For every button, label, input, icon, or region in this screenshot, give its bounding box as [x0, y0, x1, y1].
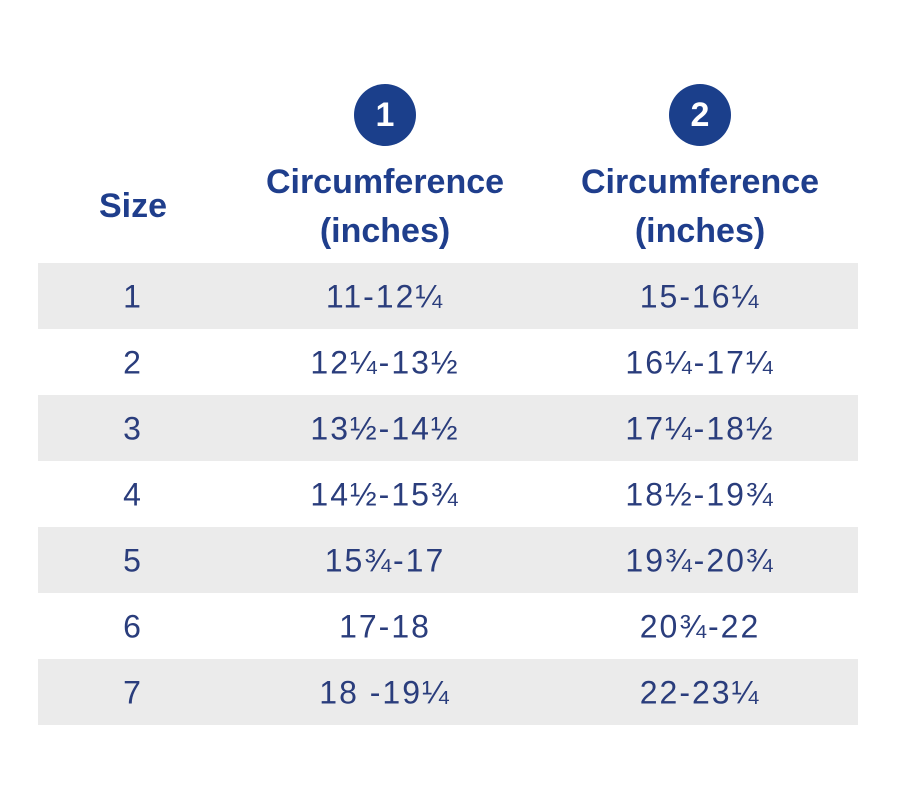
circumference-cell: 18½-19¾ — [625, 476, 775, 513]
table-row — [38, 395, 858, 461]
circumference-cell: 22-23¼ — [639, 674, 761, 711]
circumference-cell: 17¼-18½ — [625, 410, 775, 447]
circumference-cell: 20¾-22 — [639, 608, 761, 645]
circumference-cell: 17-18 — [339, 608, 431, 645]
size-cell: 3 — [123, 410, 143, 447]
size-cell: 6 — [123, 608, 143, 645]
column-title: (inches) — [634, 212, 766, 250]
table-row — [38, 659, 858, 725]
circumference-cell: 14½-15¾ — [310, 476, 460, 513]
column-badge: 2 — [669, 84, 731, 146]
column-title: (inches) — [319, 212, 451, 250]
circumference-cell: 12¼-13½ — [310, 344, 460, 381]
circumference-cell: 15¾-17 — [324, 542, 446, 579]
size-cell: 7 — [123, 674, 143, 711]
circumference-cell: 19¾-20¾ — [625, 542, 775, 579]
column-title: Circumference — [580, 163, 820, 201]
column-badge: 1 — [354, 84, 416, 146]
size-cell: 2 — [123, 344, 143, 381]
table-row — [38, 527, 858, 593]
circumference-cell: 18 -19¼ — [319, 674, 451, 711]
circumference-cell: 13½-14½ — [310, 410, 460, 447]
size-cell: 1 — [123, 278, 143, 315]
size-header: Size — [98, 187, 168, 225]
circumference-cell: 16¼-17¼ — [625, 344, 775, 381]
size-cell: 5 — [123, 542, 143, 579]
size-cell: 4 — [123, 476, 143, 513]
table-row — [38, 263, 858, 329]
column-title: Circumference — [265, 163, 505, 201]
circumference-cell: 15-16¼ — [639, 278, 761, 315]
circumference-cell: 11-12¼ — [325, 278, 445, 315]
